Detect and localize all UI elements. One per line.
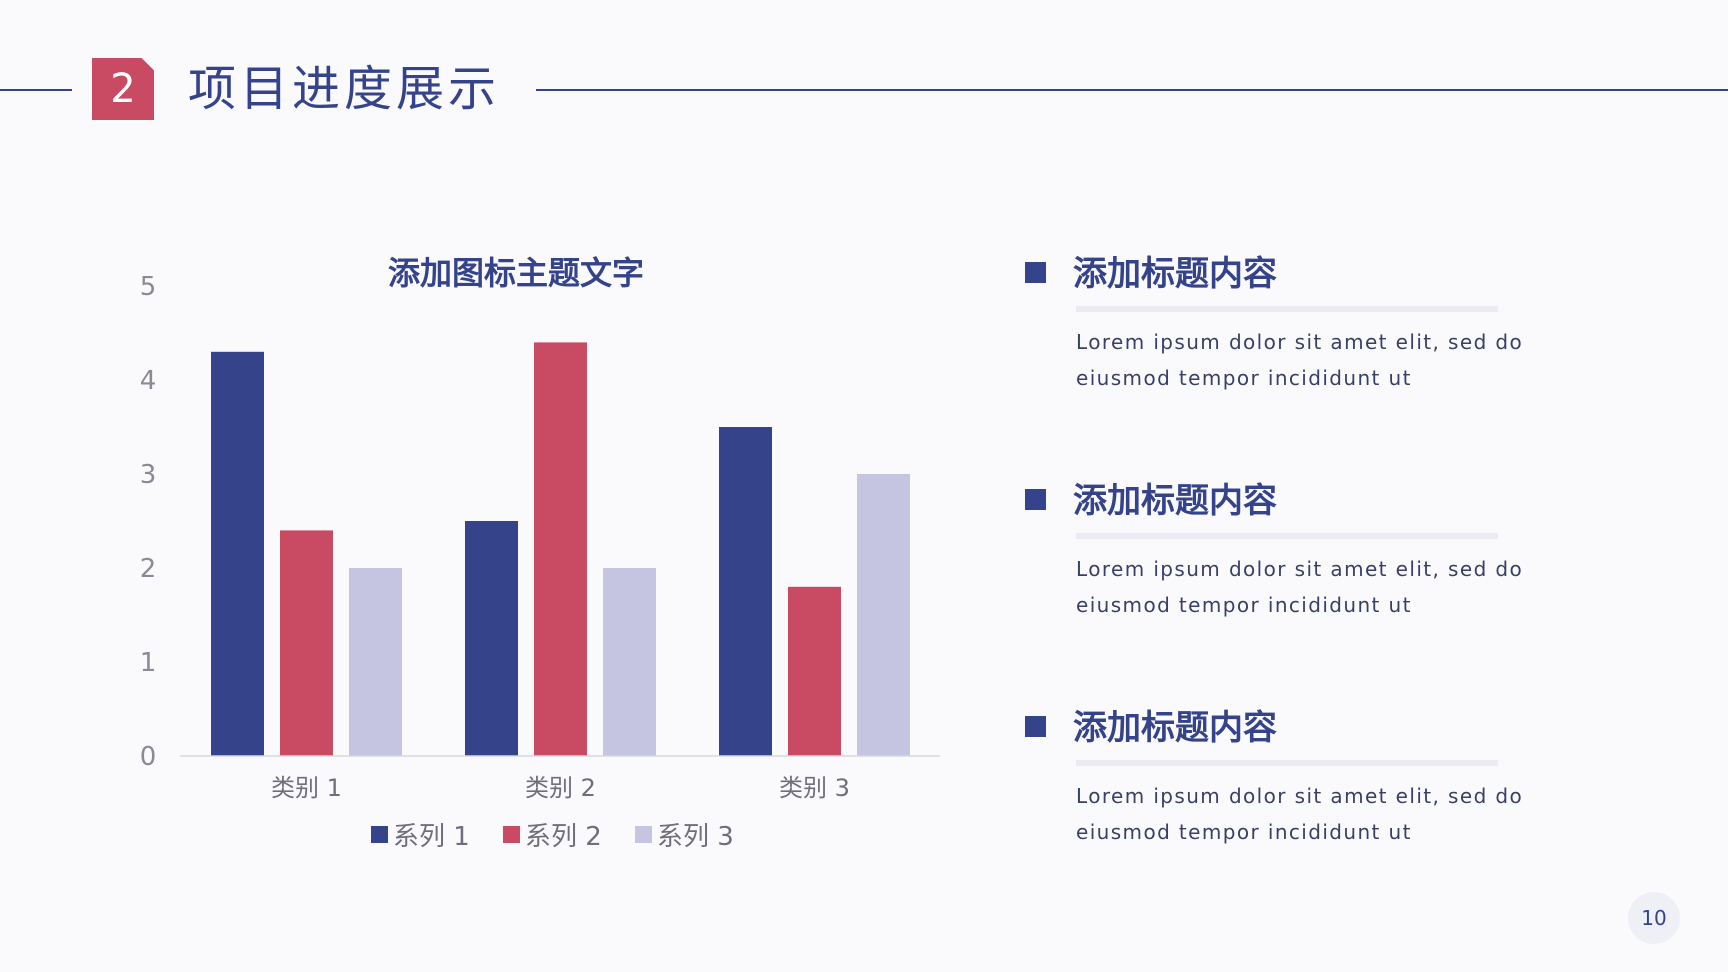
bar-1-2 [465, 521, 518, 756]
y-tick-label: 4 [140, 366, 157, 396]
item-underline [1076, 533, 1498, 539]
item-body: Lorem ipsum dolor sit amet elit, sed do … [1076, 324, 1546, 396]
item-body-line: eiusmod tempor incididunt ut [1076, 820, 1412, 844]
bar-1-3 [719, 427, 772, 756]
bar-3-1 [349, 568, 402, 756]
bar-2-2 [534, 342, 587, 756]
legend-swatch [635, 826, 652, 843]
item-body-line: Lorem ipsum dolor sit amet elit, sed do [1076, 330, 1524, 354]
legend-label: 系列 3 [657, 822, 734, 852]
header-rule-left [0, 89, 72, 91]
x-tick-label: 类别 1 [271, 774, 342, 802]
bar-2-1 [280, 530, 333, 756]
page-title: 项目进度展示 [188, 61, 501, 117]
item-title: 添加标题内容 [1073, 481, 1277, 521]
y-tick-label: 0 [140, 742, 157, 772]
y-tick-label: 3 [140, 460, 157, 490]
item-title: 添加标题内容 [1073, 254, 1277, 294]
section-number-badge: 2 [92, 58, 154, 120]
y-tick-label: 2 [140, 554, 157, 584]
bar-3-3 [857, 474, 910, 756]
x-axis: 类别 1 类别 2 类别 3 [271, 774, 850, 802]
item-body-line: Lorem ipsum dolor sit amet elit, sed do [1076, 784, 1524, 808]
x-tick-label: 类别 2 [525, 774, 596, 802]
legend-swatch [503, 826, 520, 843]
header-rule-right [536, 89, 1728, 91]
legend-label: 系列 1 [393, 822, 470, 852]
item-body-line: eiusmod tempor incididunt ut [1076, 366, 1412, 390]
bars [211, 342, 910, 756]
y-tick-label: 1 [140, 648, 157, 678]
legend-label: 系列 2 [525, 822, 602, 852]
legend-swatch [371, 826, 388, 843]
item-underline [1076, 306, 1498, 312]
item-body: Lorem ipsum dolor sit amet elit, sed do … [1076, 778, 1546, 850]
y-tick-label: 5 [140, 272, 157, 302]
item-title: 添加标题内容 [1073, 708, 1277, 748]
item-underline [1076, 760, 1498, 766]
chart-legend: 系列 1 系列 2 系列 3 [371, 822, 734, 852]
item-bullet-icon [1025, 489, 1046, 510]
bar-1-1 [211, 351, 264, 756]
bar-2-3 [788, 586, 841, 756]
bar-3-2 [603, 568, 656, 756]
chart-title: 添加图标主题文字 [388, 254, 644, 292]
item-body-line: Lorem ipsum dolor sit amet elit, sed do [1076, 557, 1524, 581]
item-body: Lorem ipsum dolor sit amet elit, sed do … [1076, 551, 1546, 623]
page-number: 10 [1628, 892, 1680, 944]
item-bullet-icon [1025, 262, 1046, 283]
y-axis: 0 1 2 3 4 5 [140, 272, 157, 772]
item-bullet-icon [1025, 716, 1046, 737]
x-tick-label: 类别 3 [779, 774, 850, 802]
item-body-line: eiusmod tempor incididunt ut [1076, 593, 1412, 617]
